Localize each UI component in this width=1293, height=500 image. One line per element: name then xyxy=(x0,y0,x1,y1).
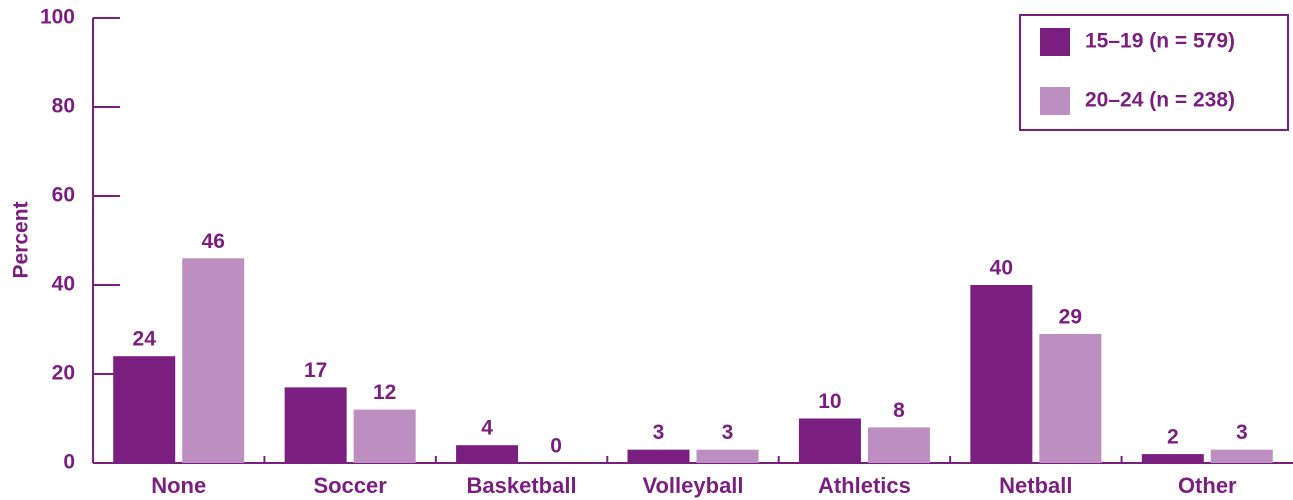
x-tick-label: None xyxy=(151,473,206,498)
value-label: 40 xyxy=(990,257,1013,280)
legend-swatch xyxy=(1040,87,1070,115)
bar xyxy=(182,258,245,463)
x-tick-label: Basketball xyxy=(467,473,577,498)
value-label: 3 xyxy=(653,421,665,444)
x-tick-label: Athletics xyxy=(818,473,911,498)
x-tick-label: Volleyball xyxy=(642,473,743,498)
bar xyxy=(970,285,1033,463)
bar xyxy=(867,427,930,463)
value-label: 2 xyxy=(1167,426,1179,449)
bar xyxy=(353,409,416,463)
value-label: 3 xyxy=(722,421,734,444)
value-label: 17 xyxy=(304,359,327,382)
x-tick-label: Netball xyxy=(999,473,1072,498)
legend-swatch xyxy=(1040,28,1070,56)
bar xyxy=(284,387,347,463)
value-label: 3 xyxy=(1236,421,1248,444)
value-label: 29 xyxy=(1059,305,1082,328)
bar xyxy=(627,449,690,463)
y-axis-label: Percent xyxy=(10,201,33,278)
x-tick-label: Other xyxy=(1178,473,1237,498)
y-tick-label: 60 xyxy=(52,184,75,207)
value-label: 8 xyxy=(893,399,905,422)
legend-label: 15–19 (n = 579) xyxy=(1085,30,1235,53)
bar xyxy=(113,356,176,463)
value-label: 0 xyxy=(550,435,562,458)
y-tick-label: 20 xyxy=(52,362,75,385)
bar xyxy=(798,418,861,463)
value-label: 46 xyxy=(202,230,225,253)
y-tick-label: 80 xyxy=(52,95,75,118)
value-label: 4 xyxy=(481,417,493,440)
value-label: 10 xyxy=(818,390,841,413)
x-tick-label: Soccer xyxy=(313,473,387,498)
legend-label: 20–24 (n = 238) xyxy=(1085,89,1235,112)
bar xyxy=(456,445,519,463)
bar xyxy=(1210,449,1273,463)
value-label: 24 xyxy=(133,328,157,351)
bar xyxy=(1141,454,1204,463)
y-tick-label: 100 xyxy=(40,6,75,29)
y-tick-label: 0 xyxy=(63,451,75,474)
bar xyxy=(696,449,759,463)
y-tick-label: 40 xyxy=(52,273,75,296)
value-label: 12 xyxy=(373,381,396,404)
bar xyxy=(1039,333,1102,463)
